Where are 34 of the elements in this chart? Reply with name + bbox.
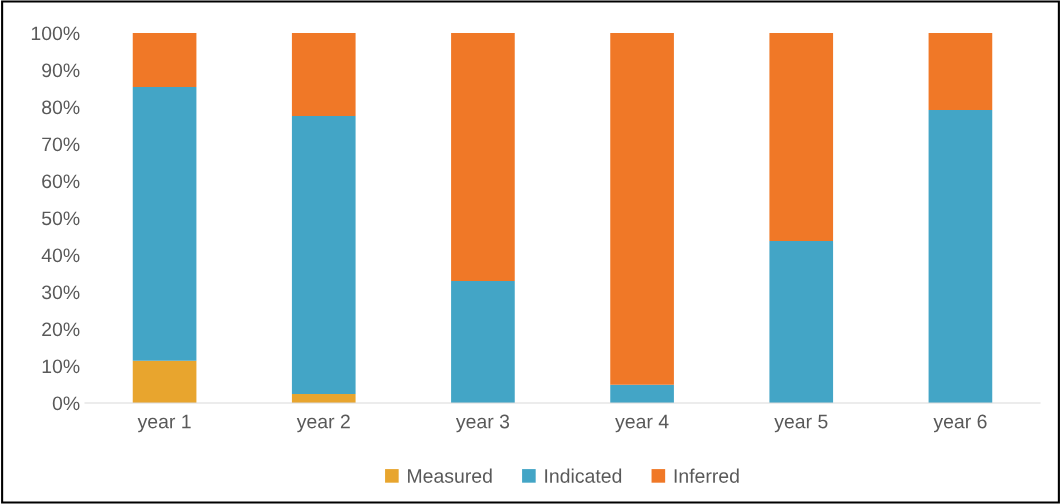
bar: [610, 384, 674, 403]
x-tick-label: year 2: [296, 414, 350, 433]
bar: [291, 33, 356, 116]
bar: [132, 33, 197, 88]
bar: [928, 109, 993, 403]
y-tick-label: 80%: [42, 100, 80, 115]
bar: [610, 33, 674, 385]
bar: [291, 115, 356, 395]
y-tick-label: 60%: [42, 174, 80, 189]
x-tick-label: year 5: [774, 414, 828, 433]
bar: [451, 33, 515, 281]
bar: [291, 394, 356, 403]
y-tick-label: 0%: [52, 396, 80, 411]
x-tick-label: year 6: [933, 414, 987, 433]
y-tick-label: 40%: [41, 248, 80, 263]
y-tick-label: 50%: [42, 211, 80, 226]
y-tick-label: 20%: [42, 322, 80, 337]
x-tick-label: year 3: [455, 414, 510, 433]
y-tick-label: 90%: [42, 63, 80, 78]
y-tick-label: 70%: [42, 137, 80, 152]
y-tick-label: 30%: [41, 285, 80, 300]
bar: [769, 33, 834, 241]
x-tick-label: year 4: [615, 414, 669, 433]
x-tick-label: year 1: [137, 414, 191, 433]
bar: [451, 280, 515, 403]
bar: [132, 360, 197, 403]
bar: [928, 33, 993, 110]
bar: [769, 240, 834, 403]
bar: [132, 87, 197, 361]
legend-label: Indicated: [545, 468, 622, 483]
legend-label: Measured: [408, 468, 492, 483]
y-tick-label: 100%: [31, 26, 80, 41]
legend-label: Inferred: [674, 468, 739, 483]
y-tick-label: 10%: [42, 359, 80, 374]
